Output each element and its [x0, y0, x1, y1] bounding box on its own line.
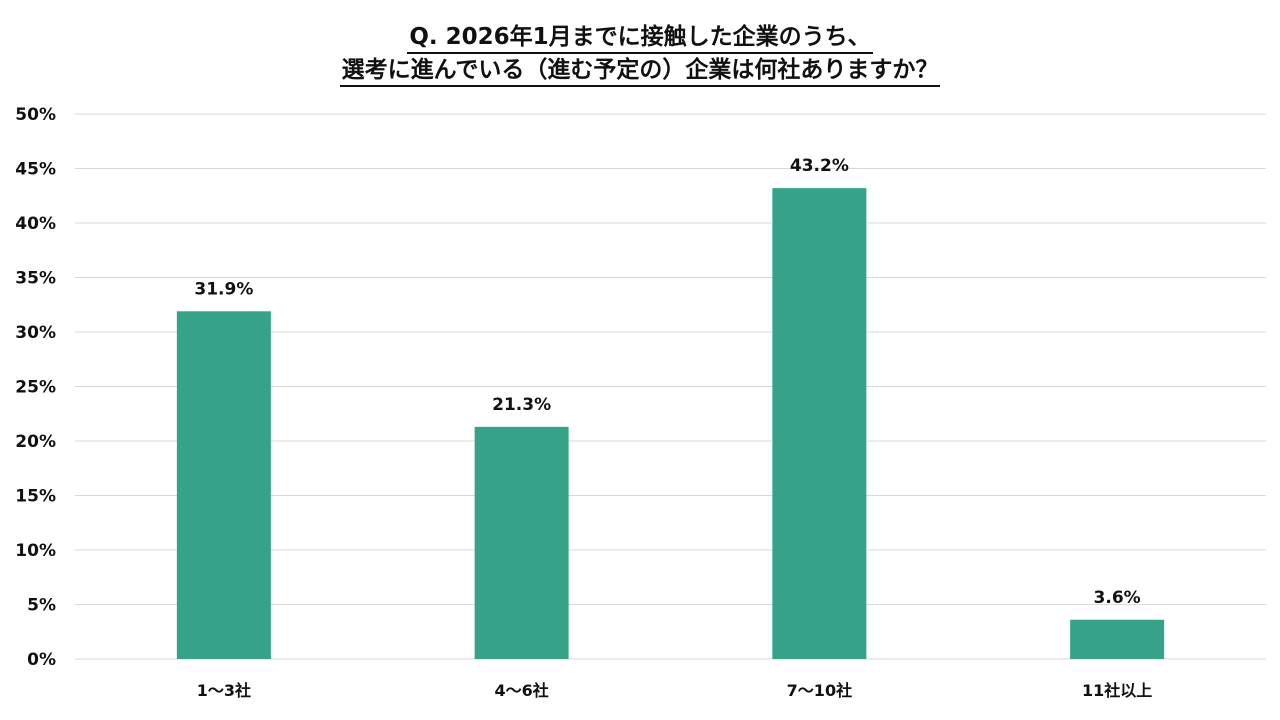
bar: [474, 426, 569, 659]
data-label: 3.6%: [1094, 588, 1141, 608]
bar: [176, 311, 271, 659]
chart-title-line-2: 選考に進んでいる（進む予定の）企業は何社ありますか？: [339, 55, 941, 87]
bar: [1070, 619, 1165, 659]
y-tick-label: 40%: [15, 214, 56, 234]
chart-title: Q. 2026年1月までに接触した企業のうち、 選考に進んでいる（進む予定の）企…: [0, 22, 1280, 88]
x-tick-label: 1～3社: [197, 681, 251, 700]
x-tick-label: 4～6社: [494, 681, 548, 700]
y-tick-label: 25%: [15, 378, 56, 398]
x-tick-label: 7～10社: [787, 681, 852, 700]
data-label: 31.9%: [194, 279, 253, 299]
y-tick-label: 30%: [15, 323, 56, 343]
data-label: 43.2%: [790, 156, 849, 176]
bars: [176, 188, 1165, 659]
x-tick-label: 11社以上: [1082, 681, 1152, 700]
grid-lines: [75, 113, 1266, 660]
data-labels: 31.9% 21.3% 43.2% 3.6%: [194, 156, 1140, 608]
x-axis-ticks: 1～3社 4～6社 7～10社 11社以上: [197, 681, 1153, 700]
y-tick-label: 20%: [15, 432, 56, 452]
bar: [772, 188, 867, 659]
y-tick-label: 5%: [27, 596, 56, 616]
chart-title-line-1: Q. 2026年1月までに接触した企業のうち、: [407, 22, 873, 54]
y-tick-label: 50%: [15, 105, 56, 125]
y-axis-ticks: 0% 5% 10% 15% 20% 25% 30% 35% 40% 45% 50%: [15, 105, 56, 670]
y-tick-label: 45%: [15, 160, 56, 180]
y-tick-label: 0%: [27, 650, 56, 670]
y-tick-label: 15%: [15, 487, 56, 507]
y-tick-label: 35%: [15, 269, 56, 289]
y-tick-label: 10%: [15, 541, 56, 561]
data-label: 21.3%: [492, 395, 551, 415]
